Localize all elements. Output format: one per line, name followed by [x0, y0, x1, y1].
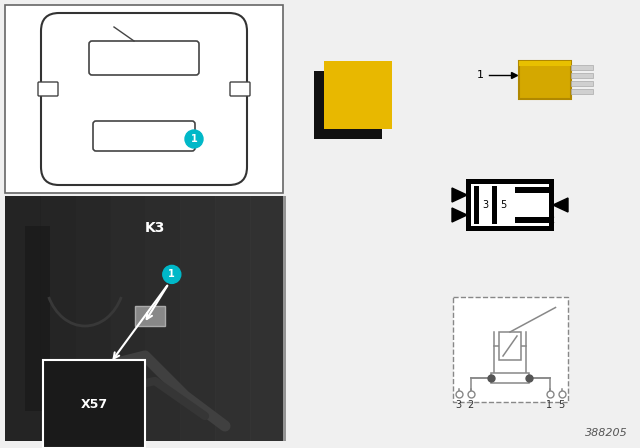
Bar	[324, 61, 392, 129]
Bar	[466, 179, 554, 231]
Bar	[571, 82, 593, 86]
Text: 5: 5	[500, 200, 506, 210]
Bar	[452, 297, 568, 402]
Text: 1: 1	[477, 70, 484, 80]
Bar	[519, 61, 571, 99]
Bar	[471, 184, 549, 226]
Bar	[499, 332, 521, 360]
Text: K3: K3	[145, 221, 165, 235]
Bar	[75, 196, 111, 441]
Bar	[40, 196, 76, 441]
Bar	[180, 196, 216, 441]
Polygon shape	[452, 188, 467, 202]
Bar	[145, 196, 181, 441]
Polygon shape	[553, 198, 568, 212]
Polygon shape	[452, 208, 467, 222]
Circle shape	[185, 130, 203, 148]
FancyBboxPatch shape	[38, 82, 58, 96]
Bar	[314, 71, 382, 139]
Bar	[5, 5, 283, 193]
Text: 5: 5	[558, 400, 564, 409]
Bar	[215, 196, 251, 441]
Bar	[515, 187, 549, 193]
Text: 1: 1	[548, 185, 554, 195]
Bar	[474, 186, 479, 224]
Bar	[5, 196, 283, 441]
Bar	[5, 196, 41, 441]
FancyBboxPatch shape	[93, 121, 195, 151]
Text: 2: 2	[548, 215, 554, 225]
Bar	[571, 90, 593, 95]
Bar	[25, 226, 50, 411]
Bar	[492, 186, 497, 224]
Text: 1: 1	[547, 400, 552, 409]
Text: 1: 1	[191, 134, 197, 144]
Text: X57: X57	[81, 398, 108, 411]
Text: 388205: 388205	[585, 428, 628, 438]
Text: 3: 3	[456, 400, 461, 409]
Bar	[110, 196, 146, 441]
Text: 1: 1	[168, 269, 175, 280]
FancyBboxPatch shape	[230, 82, 250, 96]
Bar	[250, 196, 286, 441]
FancyBboxPatch shape	[89, 41, 199, 75]
Bar	[515, 217, 549, 223]
Text: 3: 3	[482, 200, 488, 210]
Text: 2: 2	[467, 400, 474, 409]
Bar	[491, 373, 529, 383]
Bar	[135, 306, 165, 326]
Circle shape	[163, 265, 180, 284]
FancyBboxPatch shape	[41, 13, 247, 185]
Bar	[571, 73, 593, 78]
Bar	[571, 65, 593, 70]
Bar	[519, 61, 571, 66]
